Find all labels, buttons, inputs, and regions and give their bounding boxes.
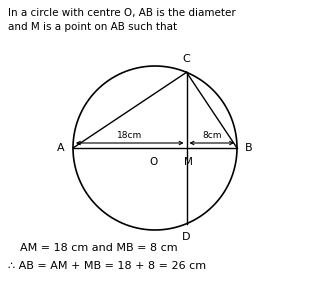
- Text: and M is a point on AB such that: and M is a point on AB such that: [8, 22, 177, 32]
- Text: 18cm: 18cm: [117, 131, 142, 140]
- Text: 8cm: 8cm: [202, 131, 221, 140]
- Text: B: B: [245, 143, 253, 153]
- Text: O: O: [149, 157, 157, 167]
- Text: D: D: [182, 232, 191, 242]
- Text: ∴ AB = AM + MB = 18 + 8 = 26 cm: ∴ AB = AM + MB = 18 + 8 = 26 cm: [8, 261, 206, 271]
- Text: M: M: [184, 157, 193, 167]
- Text: A: A: [57, 143, 65, 153]
- Text: AM = 18 cm and MB = 8 cm: AM = 18 cm and MB = 8 cm: [20, 243, 178, 253]
- Text: In a circle with centre O, AB is the diameter: In a circle with centre O, AB is the dia…: [8, 8, 236, 18]
- Text: C: C: [183, 54, 190, 64]
